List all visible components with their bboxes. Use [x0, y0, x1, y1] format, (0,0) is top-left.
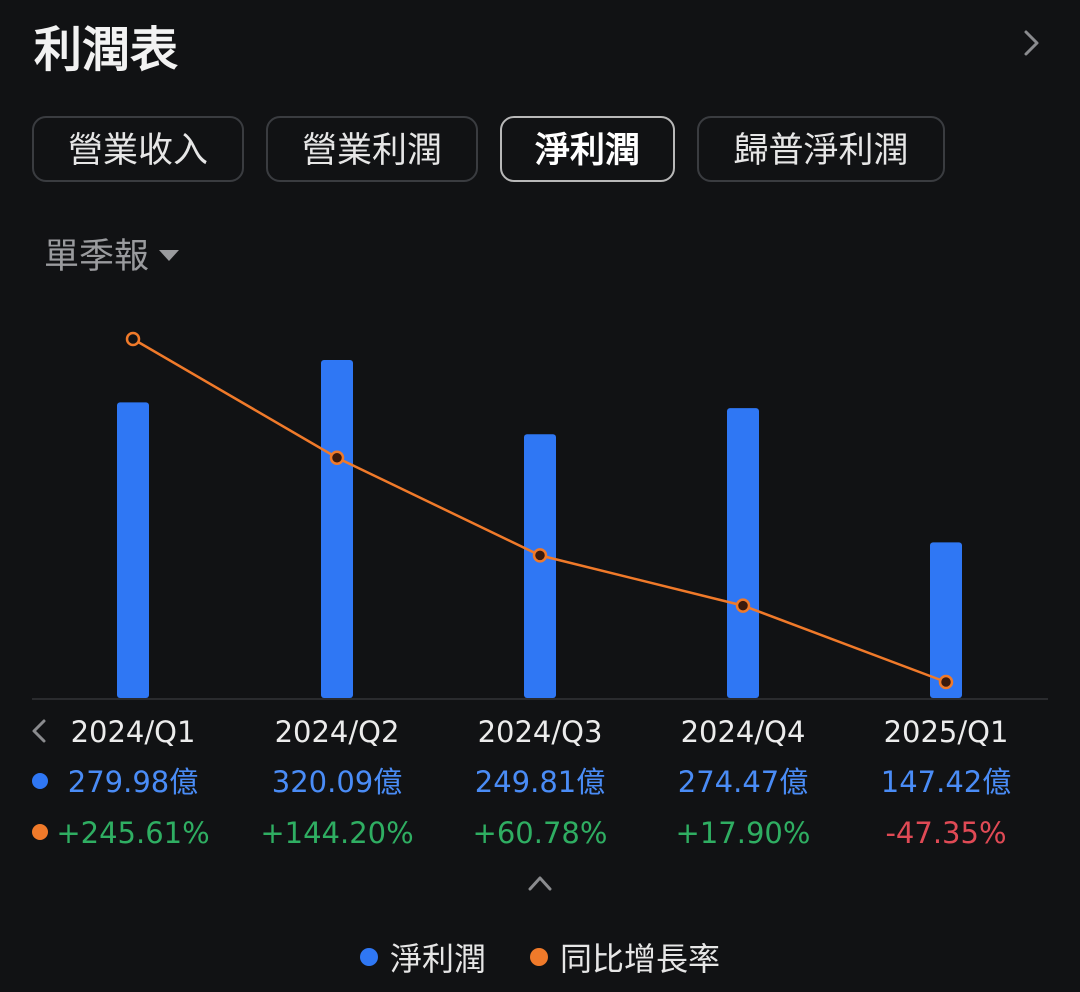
legend-item-yoy-growth: 同比增長率	[530, 934, 720, 980]
bar-value-label: 274.47億	[678, 765, 808, 799]
bar	[117, 402, 149, 698]
period-selector[interactable]: 單季報	[44, 228, 180, 279]
bar-value-label: 320.09億	[272, 765, 402, 799]
x-tick-label: 2024/Q1	[71, 715, 196, 749]
series-dot	[32, 824, 48, 840]
chevron-right-icon[interactable]	[1018, 28, 1044, 58]
growth-point	[735, 598, 751, 613]
legend-dot	[530, 948, 548, 966]
bar	[930, 542, 962, 698]
tab-operating-revenue[interactable]: 營業收入	[32, 116, 244, 182]
growth-point	[125, 331, 141, 347]
tab-attributable-net-profit[interactable]: 歸普淨利潤	[697, 116, 945, 182]
page-title: 利潤表	[34, 22, 179, 78]
caret-down-icon	[159, 250, 180, 261]
bar	[727, 408, 759, 698]
legend-item-net-profit: 淨利潤	[359, 934, 486, 980]
chevron-up-icon[interactable]	[527, 874, 553, 892]
growth-point	[532, 548, 548, 563]
bar	[524, 434, 556, 698]
legend-label: 淨利潤	[389, 940, 486, 978]
bar-value-label: 279.98億	[68, 765, 198, 799]
tab-operating-profit[interactable]: 營業利潤	[266, 116, 478, 182]
period-label: 單季報	[44, 237, 150, 277]
x-tick-label: 2024/Q4	[681, 715, 806, 749]
growth-value-label: +17.90%	[676, 816, 811, 850]
growth-value-label: +144.20%	[260, 816, 413, 850]
tab-net-profit[interactable]: 淨利潤	[500, 116, 675, 182]
x-tick-label: 2024/Q3	[478, 715, 603, 749]
x-tick-label: 2024/Q2	[275, 715, 400, 749]
chart-legend: 淨利潤 同比增長率	[0, 934, 1080, 980]
bar-value-label: 147.42億	[881, 765, 1011, 799]
chevron-left-icon[interactable]	[30, 718, 48, 744]
legend-label: 同比增長率	[560, 940, 721, 978]
growth-point	[329, 450, 345, 465]
growth-value-label: +245.61%	[56, 816, 209, 850]
growth-value-label: +60.78%	[473, 816, 608, 850]
bar	[321, 360, 353, 698]
legend-dot	[359, 948, 378, 966]
bar-value-label: 249.81億	[475, 765, 605, 799]
x-tick-label: 2025/Q1	[884, 715, 1009, 749]
growth-value-label: -47.35%	[885, 816, 1006, 850]
growth-point	[938, 674, 954, 690]
series-dot	[32, 773, 48, 789]
